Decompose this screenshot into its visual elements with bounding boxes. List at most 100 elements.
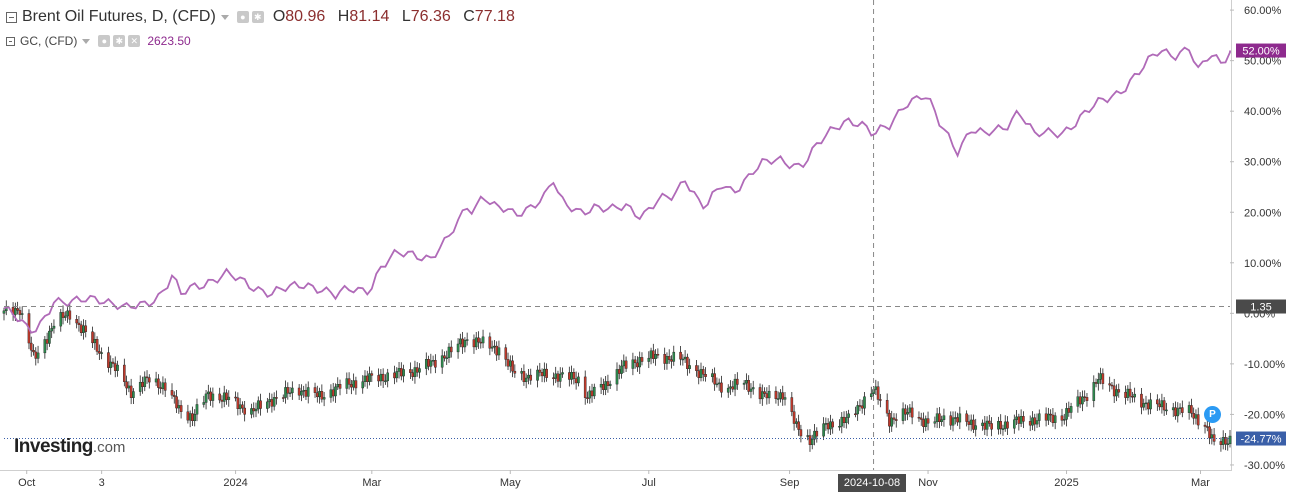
candlestick bbox=[1110, 381, 1114, 390]
candlestick bbox=[461, 331, 464, 354]
candlestick bbox=[511, 355, 514, 378]
candlestick bbox=[602, 378, 605, 396]
candle-body bbox=[586, 397, 589, 399]
candle-body bbox=[36, 352, 40, 359]
candle-body bbox=[377, 375, 380, 382]
candle-body bbox=[588, 390, 592, 399]
candle-body bbox=[577, 376, 580, 384]
candlestick bbox=[924, 415, 928, 432]
candlestick bbox=[776, 391, 780, 406]
candle-body bbox=[84, 325, 88, 332]
candle-body bbox=[761, 391, 764, 400]
gold-last-value-tag: 52.00% bbox=[1236, 43, 1286, 58]
candle-body bbox=[345, 378, 349, 389]
candlestick bbox=[981, 419, 984, 431]
candlestick bbox=[347, 372, 351, 390]
candle-body bbox=[220, 399, 224, 402]
candle-body bbox=[316, 392, 319, 398]
candlestick bbox=[191, 406, 194, 427]
candle-body bbox=[34, 351, 38, 359]
candle-body bbox=[1210, 434, 1214, 439]
gear-icon[interactable]: ✱ bbox=[113, 35, 126, 47]
candle-body bbox=[1187, 405, 1191, 413]
candlestick bbox=[622, 354, 626, 373]
candle-body bbox=[686, 356, 689, 369]
candlestick bbox=[1226, 437, 1230, 451]
candlestick bbox=[175, 389, 178, 414]
candlestick bbox=[472, 334, 476, 354]
candle-body bbox=[529, 374, 533, 381]
candle-body bbox=[967, 421, 971, 425]
candlestick bbox=[922, 412, 925, 433]
candlestick bbox=[797, 414, 800, 436]
candlestick bbox=[1053, 412, 1057, 430]
candle-body bbox=[965, 413, 968, 422]
event-badge[interactable]: P bbox=[1204, 406, 1221, 423]
candlestick bbox=[583, 370, 587, 405]
candlestick bbox=[917, 411, 921, 422]
candlestick bbox=[790, 392, 794, 417]
candlestick bbox=[440, 349, 444, 374]
eye-icon[interactable]: ● bbox=[236, 11, 249, 23]
x-tick-label: May bbox=[500, 477, 521, 489]
candlestick bbox=[32, 344, 35, 356]
candlestick bbox=[908, 404, 912, 418]
chevron-down-icon[interactable] bbox=[220, 14, 229, 20]
candlestick bbox=[77, 315, 81, 332]
candle-body bbox=[449, 346, 453, 353]
candlestick bbox=[177, 399, 181, 414]
candlestick bbox=[320, 384, 324, 403]
candlestick bbox=[570, 365, 573, 385]
candle-body bbox=[711, 373, 714, 377]
chevron-down-icon[interactable] bbox=[82, 38, 91, 44]
candlestick bbox=[956, 412, 959, 426]
collapse-icon[interactable] bbox=[6, 36, 15, 46]
secondary-legend[interactable]: GC, (CFD) ● ✱ ✕ 2623.50 bbox=[6, 34, 191, 48]
candle-body bbox=[268, 399, 271, 403]
candlestick bbox=[758, 383, 762, 404]
candlestick bbox=[159, 381, 162, 394]
candlestick bbox=[1128, 381, 1132, 404]
candlestick bbox=[365, 370, 369, 389]
candle-body bbox=[701, 369, 705, 375]
candle-body bbox=[679, 351, 682, 360]
candlestick bbox=[393, 365, 396, 385]
candle-body bbox=[604, 381, 607, 390]
y-tick-label: 20.00% bbox=[1244, 207, 1282, 219]
candlestick bbox=[540, 368, 544, 383]
eye-icon[interactable]: ● bbox=[98, 35, 111, 47]
candlestick bbox=[1171, 402, 1175, 417]
main-legend[interactable]: Brent Oil Futures, D, (CFD) ● ✱ O80.96 H… bbox=[6, 8, 523, 26]
close-icon[interactable]: ✕ bbox=[128, 35, 141, 47]
candle-body bbox=[1112, 385, 1116, 397]
candle-body bbox=[842, 416, 846, 424]
candlestick bbox=[1051, 407, 1055, 427]
x-tick-label: 3 bbox=[99, 477, 105, 489]
candle-body bbox=[536, 369, 539, 381]
candlestick bbox=[395, 367, 399, 383]
candlestick bbox=[831, 418, 834, 434]
candlestick bbox=[999, 414, 1002, 435]
candlestick bbox=[170, 383, 174, 399]
candlestick bbox=[1144, 395, 1148, 411]
candlestick bbox=[113, 356, 117, 378]
candle-body bbox=[1194, 414, 1198, 419]
candlestick bbox=[429, 353, 433, 374]
candlestick bbox=[940, 415, 943, 426]
collapse-icon[interactable] bbox=[6, 11, 17, 23]
gear-icon[interactable]: ✱ bbox=[251, 11, 264, 23]
candlestick bbox=[935, 407, 939, 428]
candlestick bbox=[2, 307, 6, 321]
candlestick bbox=[590, 383, 594, 403]
x-tick-label: Nov bbox=[918, 477, 938, 489]
candlestick bbox=[415, 362, 419, 377]
candle-body bbox=[429, 360, 433, 367]
candle-body bbox=[123, 364, 126, 382]
candle-body bbox=[418, 368, 421, 373]
candle-body bbox=[370, 373, 374, 376]
candlestick bbox=[84, 319, 88, 338]
candle-body bbox=[1146, 402, 1150, 410]
candlestick bbox=[538, 362, 542, 377]
candle-body bbox=[313, 387, 317, 393]
